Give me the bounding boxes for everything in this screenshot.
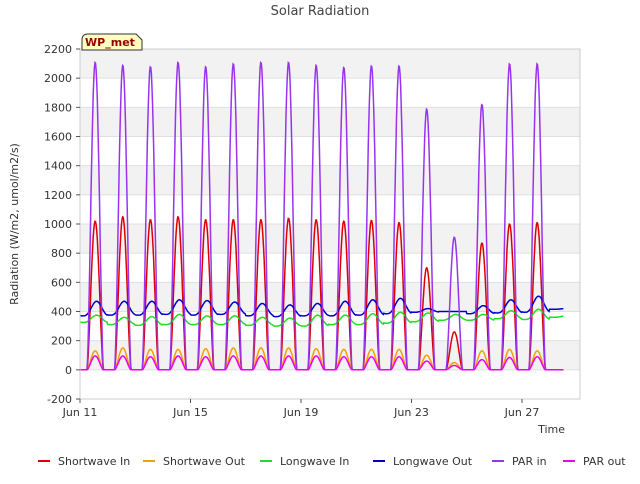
y-tick-label: 800 (51, 247, 72, 260)
y-tick-label: 1200 (44, 189, 72, 202)
y-tick-label: 600 (51, 276, 72, 289)
legend-item: PAR out (563, 455, 626, 468)
x-tick-label: Jun 23 (393, 406, 429, 419)
series-line-par-out (80, 355, 564, 371)
grid-band (80, 224, 580, 254)
x-tick-label: Jun 19 (283, 406, 319, 419)
legend-label: PAR in (512, 455, 547, 468)
x-tick-label: Jun 15 (172, 406, 208, 419)
y-tick-label: 2000 (44, 72, 72, 85)
y-tick-label: 1800 (44, 101, 72, 114)
y-tick-label: 1600 (44, 131, 72, 144)
legend-label: Longwave Out (393, 455, 473, 468)
x-tick-label: Jun 27 (504, 406, 540, 419)
station-badge: WP_met (81, 33, 143, 51)
x-axis-label: Time (537, 423, 565, 436)
legend-label: Shortwave Out (163, 455, 246, 468)
grid-band (80, 107, 580, 137)
legend-item: Shortwave In (38, 455, 130, 468)
legend-item: PAR in (492, 455, 547, 468)
grid-band (80, 165, 580, 195)
legend-label: Longwave In (280, 455, 349, 468)
grid-band (80, 340, 580, 370)
x-tick-label: Jun 11 (62, 406, 98, 419)
grid-band (80, 282, 580, 312)
series-line-longwave-in (79, 308, 564, 327)
y-tick-label: 1000 (44, 218, 72, 231)
y-axis-label: Radiation (W/m2, umol/m2/s) (8, 143, 21, 305)
y-tick-label: 200 (51, 335, 72, 348)
y-tick-label: -200 (47, 393, 72, 406)
legend-item: Longwave In (260, 455, 349, 468)
station-label: WP_met (85, 36, 135, 49)
chart-title: Solar Radiation (271, 4, 370, 19)
grid-band (80, 49, 580, 79)
y-tick-label: 2200 (44, 43, 72, 56)
y-tick-label: 0 (65, 364, 72, 377)
legend-item: Longwave Out (373, 455, 473, 468)
y-tick-label: 400 (51, 306, 72, 319)
series-line-longwave-out (79, 295, 564, 318)
legend-label: PAR out (583, 455, 626, 468)
y-tick-label: 1400 (44, 160, 72, 173)
legend-label: Shortwave In (58, 455, 130, 468)
legend-item: Shortwave Out (143, 455, 246, 468)
